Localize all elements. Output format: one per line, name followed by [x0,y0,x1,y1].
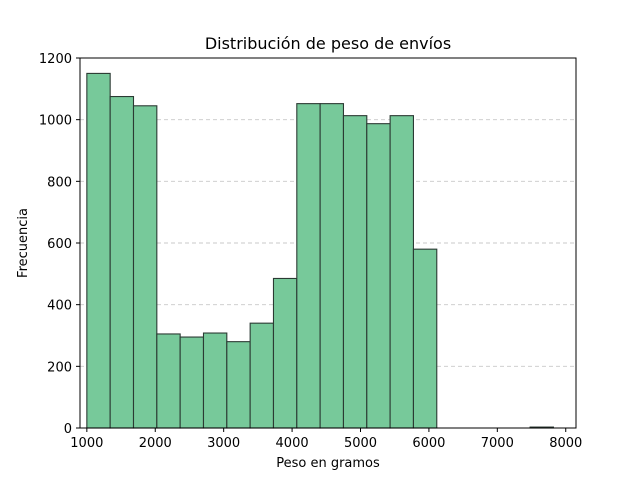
x-axis: 1000 2000 3000 4000 5000 6000 7000 8000 [70,428,582,451]
histogram-bar [412,248,438,429]
histogram-bar [156,333,181,429]
histogram-bar [272,277,298,429]
histogram-bar [319,103,345,429]
histogram-bar [296,103,321,429]
histogram-bar [109,95,135,429]
x-tick-label: 2000 [139,436,172,451]
y-axis-title: Frecuencia [16,208,31,278]
y-tick-label: 1000 [39,114,72,129]
histogram-bars [86,72,554,429]
x-tick-label: 6000 [412,436,445,451]
x-tick-label: 7000 [481,436,514,451]
histogram-bar [366,123,391,429]
x-tick-label: 3000 [207,436,240,451]
y-tick-label: 0 [64,422,72,437]
histogram-bar [389,115,414,429]
y-tick-label: 200 [47,360,72,375]
chart-title: Distribución de peso de envíos [205,34,451,53]
histogram-bar [342,115,368,429]
x-axis-title: Peso en gramos [276,456,380,471]
x-tick-label: 1000 [70,436,103,451]
histogram-bar [179,336,205,429]
x-tick-label: 4000 [276,436,309,451]
histogram-bar [202,332,228,429]
histogram-bar [249,322,275,429]
histogram-bar [86,72,111,429]
y-tick-label: 400 [47,299,72,314]
histogram-bar [226,341,251,429]
x-tick-label: 5000 [344,436,377,451]
y-tick-label: 800 [47,175,72,190]
y-axis: 0 200 400 600 800 1000 1200 [39,52,80,437]
y-tick-label: 1200 [39,52,72,67]
histogram-bar [132,105,158,429]
x-tick-label: 8000 [549,436,582,451]
y-tick-label: 600 [47,237,72,252]
